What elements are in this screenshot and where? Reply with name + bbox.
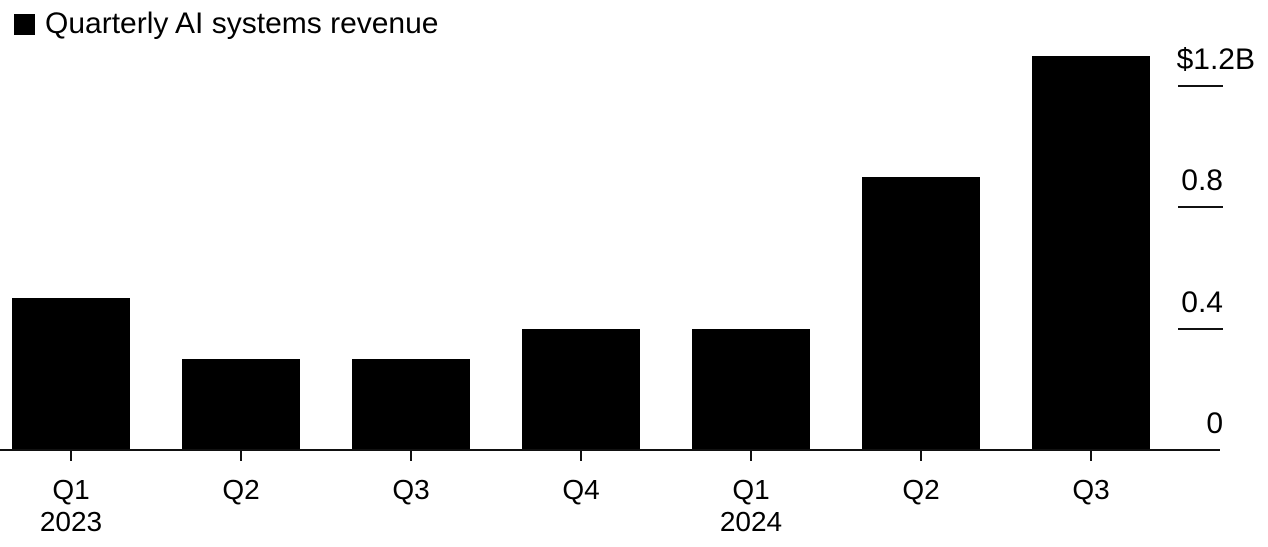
bar-q3-2024 — [1032, 56, 1150, 450]
x-axis-label-q2-2023: Q2 — [222, 474, 260, 505]
legend-swatch — [14, 13, 35, 35]
x-tick-q1-2024 — [750, 450, 752, 461]
y-axis-label-0-4: 0.4 — [1181, 286, 1223, 319]
x-axis-label-q3-2024: Q3 — [1072, 474, 1110, 505]
y-tick-0-8 — [1178, 206, 1223, 208]
x-tick-q1-2023 — [70, 450, 72, 461]
bar-q2-2024 — [862, 177, 980, 450]
bar-q1-2024 — [692, 329, 810, 450]
x-axis-label-q3-2023: Q3 — [392, 474, 430, 505]
x-tick-q2-2023 — [240, 450, 242, 461]
y-axis-label-0: 0 — [1206, 407, 1223, 440]
y-axis-label-0-8: 0.8 — [1181, 164, 1223, 197]
legend-label: Quarterly AI systems revenue — [45, 7, 439, 40]
bar-q3-2023 — [352, 359, 470, 450]
x-tick-q3-2024 — [1090, 450, 1092, 461]
x-tick-q3-2023 — [410, 450, 412, 461]
year-label-2023: 2023 — [39, 506, 103, 537]
x-axis-label-q4-2023: Q4 — [562, 474, 600, 505]
x-axis-line — [0, 449, 1220, 451]
x-tick-q2-2024 — [920, 450, 922, 461]
bar-q2-2023 — [182, 359, 300, 450]
bar-q1-2023 — [12, 298, 130, 450]
x-axis-label-q1-2023: Q1 — [52, 474, 90, 505]
bar-q4-2023 — [522, 329, 640, 450]
y-tick--1-2b — [1178, 85, 1223, 87]
y-tick-0-4 — [1178, 328, 1223, 330]
x-axis-label-q1-2024: Q1 — [732, 474, 770, 505]
year-label-2024: 2024 — [719, 506, 783, 537]
x-axis-label-q2-2024: Q2 — [902, 474, 940, 505]
legend: Quarterly AI systems revenue — [14, 7, 439, 41]
y-axis-label--1-2b: $1.2B — [1176, 43, 1255, 76]
x-tick-q4-2023 — [580, 450, 582, 461]
